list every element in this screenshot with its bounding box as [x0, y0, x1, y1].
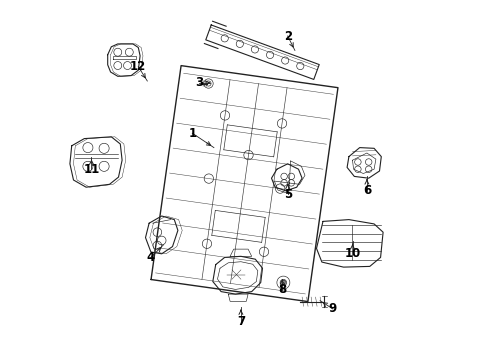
Text: 3: 3 — [195, 76, 203, 89]
Text: 2: 2 — [283, 30, 291, 42]
Text: 10: 10 — [344, 247, 360, 260]
Text: 9: 9 — [328, 302, 336, 315]
Text: 6: 6 — [362, 184, 370, 197]
Text: 4: 4 — [146, 251, 155, 264]
Text: 7: 7 — [236, 315, 244, 328]
Text: 12: 12 — [130, 60, 146, 73]
Text: 11: 11 — [83, 163, 100, 176]
Text: 8: 8 — [278, 283, 286, 296]
Text: 1: 1 — [188, 127, 196, 140]
Text: 5: 5 — [283, 188, 291, 201]
